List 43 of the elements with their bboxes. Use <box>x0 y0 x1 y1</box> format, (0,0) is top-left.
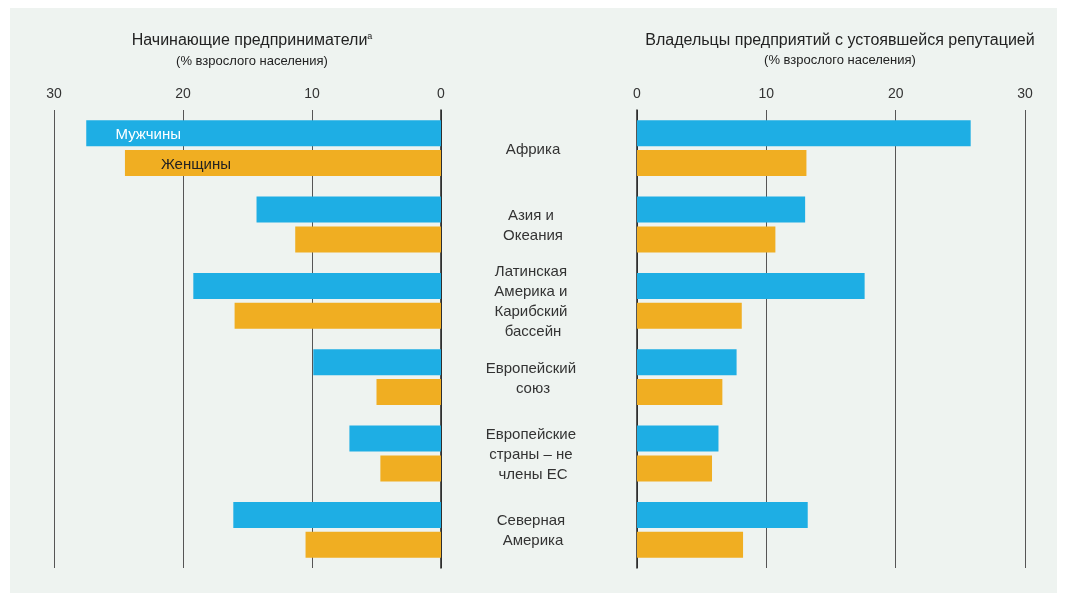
y-tick-label: Латинская Америка и Карибский бассейн <box>494 262 572 340</box>
x-tick-label: 30 <box>1017 85 1033 101</box>
x-tick-label: 0 <box>633 85 642 101</box>
bar <box>637 272 865 299</box>
bar <box>124 150 441 177</box>
bar <box>637 150 807 177</box>
bar <box>234 302 441 329</box>
x-tick-label: 10 <box>758 85 775 101</box>
y-tick-label: Европейский союз <box>485 358 581 396</box>
bar <box>637 379 723 406</box>
bar <box>349 425 441 452</box>
bar <box>637 501 808 528</box>
bar <box>637 226 776 253</box>
bar <box>380 455 441 482</box>
bar <box>637 531 744 558</box>
x-tick-label: 20 <box>887 85 904 101</box>
x-tick-label: 0 <box>437 85 446 101</box>
bar <box>637 455 713 482</box>
bar <box>313 349 441 376</box>
bar <box>637 120 971 147</box>
bar <box>233 501 441 528</box>
chart-title: Владельцы предприятий с устоявшейся репутацией <box>645 30 1035 48</box>
y-tick-label: Европейские страны – не члены ЕС <box>485 425 581 482</box>
x-tick-label: 30 <box>46 85 62 101</box>
bar <box>193 272 441 299</box>
y-tick-label: Северная Америка <box>496 511 570 549</box>
x-tick-label: 20 <box>175 85 191 101</box>
bar <box>256 196 441 223</box>
y-tick-label: Азия и Океания <box>503 206 563 243</box>
bar <box>637 349 737 376</box>
series-label: Мужчины <box>115 124 181 142</box>
bar <box>637 425 719 452</box>
bar <box>637 302 742 329</box>
bar <box>305 531 441 558</box>
chart-subtitle: (% взрослого населения) <box>764 52 916 67</box>
bar <box>376 379 441 406</box>
bar <box>637 196 806 223</box>
y-tick-label: Африка <box>505 139 561 157</box>
bar <box>295 226 441 253</box>
series-label: Женщины <box>160 154 231 172</box>
chart-subtitle: (% взрослого населения) <box>176 52 328 68</box>
bar <box>86 120 441 147</box>
x-tick-label: 10 <box>304 85 320 101</box>
